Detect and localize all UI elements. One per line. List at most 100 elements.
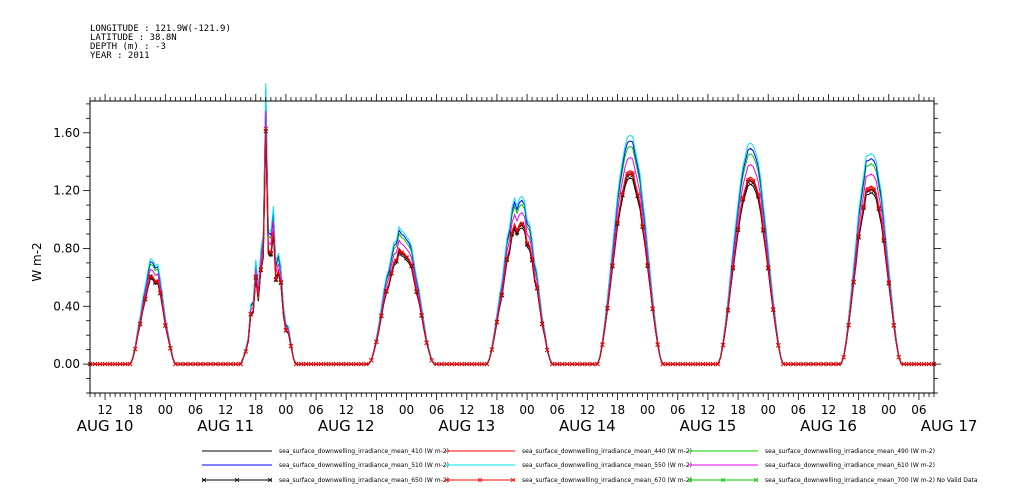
series-markers bbox=[87, 128, 937, 367]
x-tick-label: 12 bbox=[218, 403, 233, 417]
data-point-marker bbox=[278, 279, 284, 285]
data-point-marker bbox=[409, 263, 414, 268]
data-point-marker bbox=[539, 321, 545, 326]
legend-item: sea_surface_downwelling_irradiance_mean_… bbox=[687, 477, 978, 484]
latitude-text: LATITUDE : 38.8N bbox=[90, 33, 177, 43]
data-point-marker bbox=[851, 279, 856, 284]
data-point-marker bbox=[725, 307, 731, 313]
data-point-marker bbox=[826, 361, 831, 367]
data-point-marker bbox=[258, 266, 264, 272]
x-day-label: AUG 15 bbox=[680, 417, 737, 435]
legend-marker bbox=[720, 477, 726, 483]
data-point-marker bbox=[921, 361, 927, 367]
data-point-marker bbox=[173, 361, 178, 367]
x-tick-label: 18 bbox=[730, 403, 745, 417]
data-point-marker bbox=[112, 361, 118, 367]
data-point-marker bbox=[916, 361, 922, 367]
legend-marker bbox=[201, 477, 207, 483]
data-point-marker bbox=[389, 270, 394, 275]
x-tick-label: 18 bbox=[489, 403, 504, 417]
data-point-marker bbox=[228, 361, 233, 367]
data-point-marker bbox=[394, 258, 399, 263]
data-point-marker bbox=[570, 361, 575, 367]
x-tick-label: 00 bbox=[278, 403, 293, 417]
data-point-marker bbox=[720, 342, 726, 348]
data-point-marker bbox=[896, 354, 902, 360]
data-point-marker bbox=[866, 187, 871, 192]
data-point-marker bbox=[600, 342, 605, 347]
series-markers bbox=[87, 126, 937, 367]
data-point-marker bbox=[620, 191, 625, 196]
data-point-marker bbox=[524, 241, 530, 246]
data-point-marker bbox=[404, 255, 409, 261]
y-tick-label: 0.80 bbox=[53, 241, 80, 255]
data-point-marker bbox=[193, 361, 198, 367]
data-point-marker bbox=[499, 292, 505, 297]
data-point-marker bbox=[645, 262, 650, 268]
data-point-marker bbox=[343, 361, 349, 367]
data-point-marker bbox=[203, 361, 208, 367]
data-point-marker bbox=[740, 195, 746, 201]
data-point-marker bbox=[660, 361, 665, 367]
x-tick-label: 18 bbox=[248, 403, 263, 417]
data-point-marker bbox=[424, 340, 429, 345]
data-point-marker bbox=[163, 323, 168, 328]
data-point-marker bbox=[655, 342, 660, 347]
plot-frame bbox=[89, 100, 935, 394]
data-point-marker bbox=[735, 226, 741, 231]
data-point-marker bbox=[585, 361, 590, 367]
legend-label: sea_surface_downwelling_irradiance_mean_… bbox=[522, 477, 692, 484]
legend-item: sea_surface_downwelling_irradiance_mean_… bbox=[688, 462, 935, 469]
data-point-marker bbox=[308, 361, 314, 367]
data-point-marker bbox=[379, 313, 384, 318]
data-point-marker bbox=[730, 265, 736, 270]
data-point-marker bbox=[333, 361, 339, 367]
data-point-marker bbox=[359, 361, 364, 367]
data-point-marker bbox=[610, 263, 615, 268]
data-point-marker bbox=[670, 361, 676, 367]
data-point-marker bbox=[791, 361, 796, 367]
series-line bbox=[90, 131, 934, 365]
data-point-marker bbox=[504, 256, 510, 262]
data-point-marker bbox=[680, 361, 686, 367]
x-tick-label: 12 bbox=[700, 403, 715, 417]
data-point-marker bbox=[268, 252, 274, 257]
data-point-marker bbox=[223, 361, 228, 367]
legend-label: sea_surface_downwelling_irradiance_mean_… bbox=[765, 477, 978, 484]
x-day-label: AUG 17 bbox=[921, 417, 978, 435]
data-point-marker bbox=[775, 342, 781, 348]
data-point-marker bbox=[243, 349, 249, 354]
data-point-marker bbox=[529, 256, 535, 262]
legend-label: sea_surface_downwelling_irradiance_mean_… bbox=[522, 462, 692, 469]
x-tick-label: 00 bbox=[761, 403, 776, 417]
x-tick-label: 00 bbox=[519, 403, 534, 417]
series-line bbox=[90, 128, 934, 365]
data-point-marker bbox=[464, 361, 470, 367]
x-tick-label: 18 bbox=[128, 403, 143, 417]
x-tick-label: 00 bbox=[399, 403, 414, 417]
data-point-marker bbox=[92, 361, 98, 367]
x-tick-label: 12 bbox=[459, 403, 474, 417]
legend-item: sea_surface_downwelling_irradiance_mean_… bbox=[445, 448, 692, 455]
data-point-marker bbox=[881, 237, 887, 242]
data-point-marker bbox=[665, 361, 671, 367]
data-point-marker bbox=[861, 203, 866, 209]
depth-text: DEPTH (m) : -3 bbox=[90, 42, 166, 52]
data-point-marker bbox=[906, 361, 912, 367]
x-day-label: AUG 10 bbox=[77, 417, 134, 435]
data-point-marker bbox=[384, 288, 389, 294]
data-point-marker bbox=[700, 361, 706, 367]
data-point-marker bbox=[459, 361, 465, 367]
data-point-marker bbox=[323, 361, 329, 367]
data-point-marker bbox=[554, 361, 560, 367]
data-point-marker bbox=[318, 361, 324, 367]
data-point-marker bbox=[494, 319, 500, 325]
legend-marker bbox=[477, 477, 483, 483]
data-point-marker bbox=[183, 361, 188, 367]
x-tick-label: 18 bbox=[369, 403, 384, 417]
data-point-marker bbox=[213, 361, 218, 367]
x-day-label: AUG 14 bbox=[559, 417, 616, 435]
data-point-marker bbox=[132, 346, 138, 352]
x-tick-label: 12 bbox=[580, 403, 595, 417]
data-point-marker bbox=[811, 361, 816, 367]
